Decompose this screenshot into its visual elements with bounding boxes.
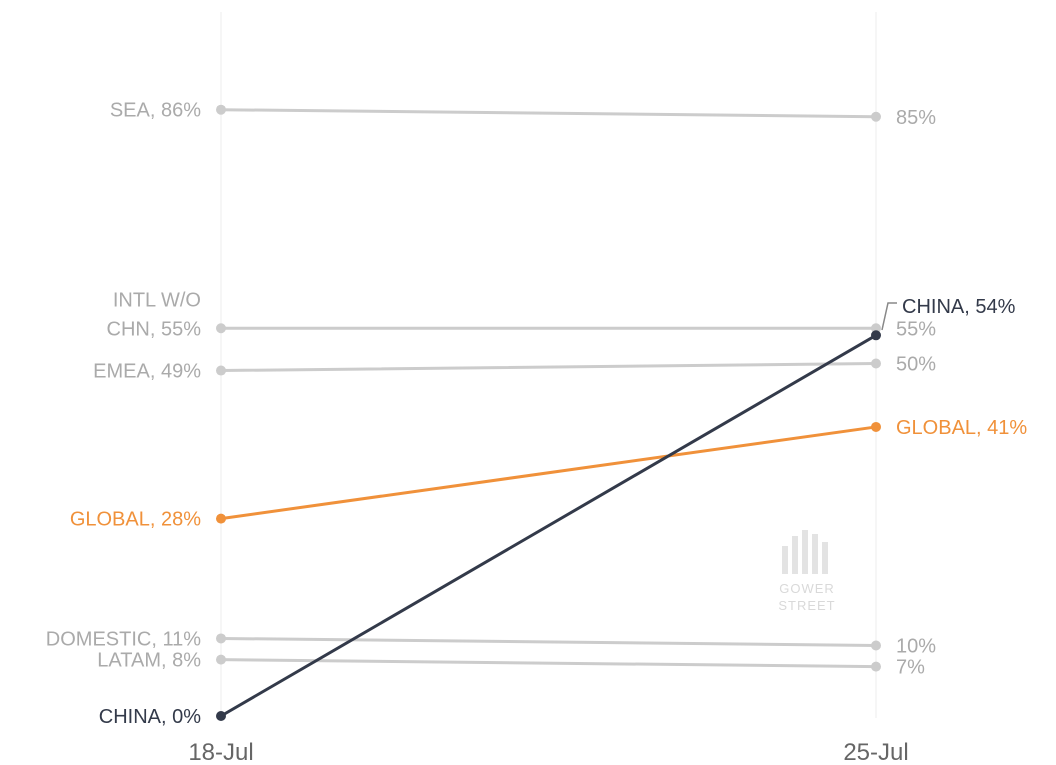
series-line-sea — [219, 108, 878, 119]
watermark-building-bar — [822, 542, 828, 574]
label-left-intl-w-o-chn: CHN, 55% — [107, 318, 202, 340]
watermark-text: GOWER — [779, 581, 835, 596]
point-intl-w-o-chn-25-jul — [871, 323, 881, 334]
point-domestic-18-jul — [216, 633, 226, 644]
label-right-emea: 50% — [896, 354, 936, 376]
axes: 18-Jul 25-Jul — [188, 12, 909, 765]
gower-street-watermark: GOWER STREET — [778, 530, 835, 613]
point-latam-25-jul — [871, 661, 881, 672]
label-right-sea: 85% — [896, 107, 936, 129]
series-line-latam — [219, 658, 878, 669]
x-tick-18-jul: 18-Jul — [188, 739, 253, 765]
label-right-latam: 7% — [896, 657, 925, 679]
series-labels: SEA, 86% 85% INTL W/O CHN, 55% 55% EMEA, 49% 5… — [46, 100, 1028, 728]
label-left-emea: EMEA, 49% — [93, 361, 201, 383]
label-left-sea: SEA, 86% — [110, 100, 201, 122]
label-right-china: CHINA, 54% — [902, 296, 1016, 318]
series-line-china — [219, 333, 878, 718]
point-latam-18-jul — [216, 654, 226, 665]
point-global-18-jul — [216, 513, 226, 524]
label-left-intl-w-o-chn: INTL W/O — [113, 289, 201, 311]
label-right-global: GLOBAL, 41% — [896, 417, 1027, 439]
watermark-building-bar — [792, 536, 798, 574]
watermark-text: STREET — [778, 598, 835, 613]
point-domestic-25-jul — [871, 640, 881, 651]
x-tick-25-jul: 25-Jul — [843, 739, 908, 765]
point-china-25-jul — [871, 330, 881, 341]
watermark-building-bar — [812, 534, 818, 574]
point-china-18-jul — [216, 711, 226, 721]
label-left-china: CHINA, 0% — [99, 706, 201, 728]
label-left-global: GLOBAL, 28% — [70, 509, 201, 531]
series-line-emea — [219, 362, 878, 373]
label-left-latam: LATAM, 8% — [97, 650, 201, 672]
label-leader-china — [881, 302, 897, 331]
point-global-25-jul — [871, 421, 881, 432]
series-line-global — [219, 425, 878, 521]
watermark-building-bar — [782, 546, 788, 574]
point-sea-18-jul — [216, 104, 226, 115]
label-right-domestic: 10% — [896, 636, 936, 658]
label-left-domestic: DOMESTIC, 11% — [46, 628, 201, 650]
series-line-domestic — [219, 636, 878, 647]
label-right-intl-w-o-chn: 55% — [896, 318, 936, 340]
point-emea-18-jul — [216, 365, 226, 376]
series-lines — [216, 104, 881, 721]
point-emea-25-jul — [871, 358, 881, 369]
point-sea-25-jul — [871, 111, 881, 122]
point-intl-w-o-chn-18-jul — [216, 323, 226, 334]
watermark-building-bar — [802, 530, 808, 574]
